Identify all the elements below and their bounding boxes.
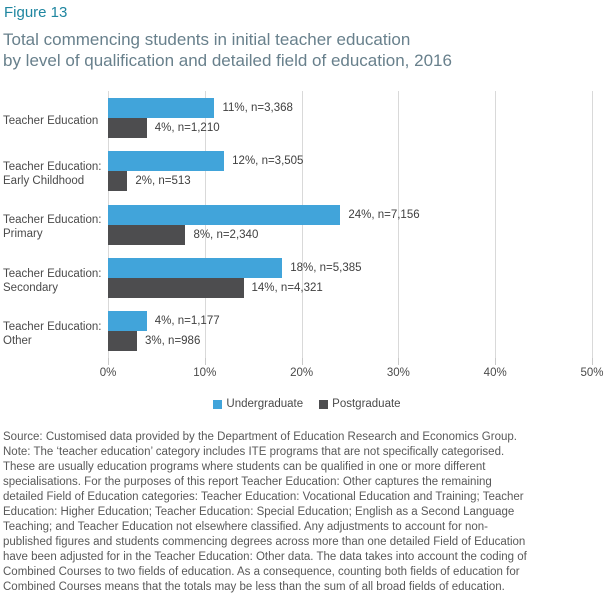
category-label: Teacher Education: Other xyxy=(3,308,105,361)
plot-area: 11%, n=3,368 4%, n=1,210 12%, n=3,505 2%, n… xyxy=(108,91,593,358)
bar-value-label: 11%, n=3,368 xyxy=(222,101,293,114)
x-axis: 0% 10% 20% 30% 40% 50% xyxy=(100,358,604,388)
bar-value-label: 4%, n=1,177 xyxy=(154,315,220,328)
figure-label: Figure 13 xyxy=(4,4,68,21)
postgraduate-bar xyxy=(108,171,128,192)
footnote-line: have been adjusted for in the Teacher Ed… xyxy=(3,551,527,563)
category-label: Teacher Education xyxy=(3,94,105,147)
x-tick xyxy=(398,358,400,365)
bar-value-label: 24%, n=7,156 xyxy=(348,208,420,221)
category-label: Teacher Education: Primary xyxy=(3,201,105,254)
category-label: Teacher Education: Secondary xyxy=(3,254,105,307)
footnote-line: detailed Field of Education categories: … xyxy=(3,491,524,503)
x-tick xyxy=(495,358,497,365)
category-label-line: Teacher Education: xyxy=(3,321,102,334)
bar-value-label: 2%, n=513 xyxy=(135,175,191,188)
x-tick-label: 20% xyxy=(290,367,314,379)
category-label-line: Primary xyxy=(3,228,43,241)
bar-value-label: 3%, n=986 xyxy=(145,335,201,348)
footnote-line: published figures and students commencin… xyxy=(3,536,526,548)
category-label-line: Early Childhood xyxy=(3,175,85,188)
category-label-line: Teacher Education: xyxy=(3,161,102,174)
postgraduate-bar xyxy=(108,224,186,245)
postgraduate-bar xyxy=(108,117,147,138)
gridline xyxy=(301,91,303,358)
footnote-line: Education: Higher Education; Teacher Edu… xyxy=(3,506,515,518)
postgraduate-bar xyxy=(108,331,138,352)
x-tick xyxy=(204,358,206,365)
undergraduate-swatch xyxy=(213,399,223,409)
category-label-line: Teacher Education: xyxy=(3,214,102,227)
footnote-line: Source: Customised data provided by the … xyxy=(3,431,517,443)
category-label-line: Teacher Education xyxy=(3,114,99,127)
bar-value-label: 14%, n=4,321 xyxy=(251,281,323,294)
legend-label: Postgraduate xyxy=(332,398,401,410)
x-tick xyxy=(592,358,593,365)
bar-value-label: 4%, n=1,210 xyxy=(154,121,220,134)
x-tick xyxy=(301,358,303,365)
footnote-line: Combined Courses means that the totals m… xyxy=(3,581,505,593)
figure-title-line1: Total commencing students in initial tea… xyxy=(3,30,411,49)
figure-title-line2: by level of qualification and detailed f… xyxy=(3,51,452,70)
bar-chart: Teacher Education Teacher Education: Early… xyxy=(0,88,614,379)
undergraduate-bar xyxy=(108,311,147,332)
x-tick-label: 10% xyxy=(193,367,217,379)
footnote-line: Combined Courses to two fields of educat… xyxy=(3,566,520,578)
x-tick xyxy=(108,358,109,365)
x-tick-label: 0% xyxy=(99,367,117,379)
footnote-line: Teaching; and Teacher Education not else… xyxy=(3,521,488,533)
legend: Undergraduate Postgraduate xyxy=(0,398,614,410)
gridline xyxy=(398,91,400,358)
footnote-line: specialisations. For the purposes of thi… xyxy=(3,476,492,488)
postgraduate-swatch xyxy=(319,399,329,409)
category-axis: Teacher Education Teacher Education: Early… xyxy=(3,91,105,358)
bar-value-label: 12%, n=3,505 xyxy=(232,155,304,168)
undergraduate-bar xyxy=(108,151,225,172)
undergraduate-bar xyxy=(108,257,283,278)
undergraduate-bar xyxy=(108,204,341,225)
legend-label: Undergraduate xyxy=(226,398,304,410)
category-label: Teacher Education: Early Childhood xyxy=(3,147,105,200)
gridline xyxy=(495,91,497,358)
bar-value-label: 18%, n=5,385 xyxy=(290,261,362,274)
x-tick-label: 30% xyxy=(386,367,410,379)
legend-item-undergraduate: Undergraduate xyxy=(213,398,303,410)
category-label-line: Secondary xyxy=(3,281,58,294)
category-label-line: Teacher Education: xyxy=(3,267,102,280)
x-tick-label: 40% xyxy=(483,367,507,379)
footnote-line: Note: The ‘teacher education’ category i… xyxy=(3,446,505,458)
undergraduate-bar xyxy=(108,97,215,118)
footnote-line: These are usually education programs whe… xyxy=(3,461,486,473)
figure-title: Total commencing students in initial tea… xyxy=(3,29,452,71)
source-note: Source: Customised data provided by the … xyxy=(3,430,613,595)
postgraduate-bar xyxy=(108,277,244,298)
legend-item-postgraduate: Postgraduate xyxy=(319,398,401,410)
bar-value-label: 8%, n=2,340 xyxy=(193,228,259,241)
category-label-line: Other xyxy=(3,335,32,348)
gridline xyxy=(204,91,206,358)
x-tick-label: 50% xyxy=(580,367,604,379)
gridline xyxy=(592,91,593,358)
